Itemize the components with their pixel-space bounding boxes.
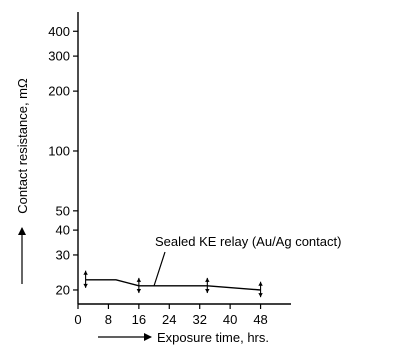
x-tick-label: 32 (192, 312, 206, 327)
error-bar-cap-bottom (136, 289, 142, 294)
x-tick-label: 16 (132, 312, 146, 327)
y-ticks: 20 30 40 50 100 200 300 400 (48, 24, 78, 297)
series-line (85, 279, 261, 291)
annotation-label: Sealed KE relay (Au/Ag contact) (155, 234, 341, 249)
series-layer (83, 270, 263, 298)
x-axis-label: Exposure time, hrs. (157, 330, 269, 345)
x-tick-label: 0 (74, 312, 81, 327)
x-tick-label: 8 (105, 312, 112, 327)
annotation-leader (153, 251, 166, 286)
y-tick-label: 20 (56, 282, 70, 297)
error-bar-cap-bottom (258, 293, 263, 298)
y-tick-label: 50 (56, 203, 70, 218)
x-tick-label: 24 (162, 312, 176, 327)
x-tick-label: 48 (253, 312, 267, 327)
y-axis-label: Contact resistance, mΩ (15, 78, 30, 214)
error-bar-cap-top (258, 281, 263, 286)
error-bar-cap-bottom (205, 289, 210, 294)
error-bar-cap-top (205, 277, 210, 282)
axes (77, 12, 291, 305)
error-bar-cap-top (136, 277, 142, 282)
y-tick-label: 40 (56, 223, 70, 238)
x-ticks: 0 8 16 24 32 40 48 (74, 304, 268, 327)
error-bar-cap-bottom (83, 283, 88, 288)
y-tick-label: 300 (48, 49, 70, 64)
y-tick-label: 100 (48, 143, 70, 158)
error-bar-cap-top (83, 270, 88, 275)
x-tick-label: 40 (223, 312, 237, 327)
y-tick-label: 400 (48, 24, 70, 39)
y-tick-label: 200 (48, 84, 70, 99)
y-tick-label: 30 (56, 247, 70, 262)
